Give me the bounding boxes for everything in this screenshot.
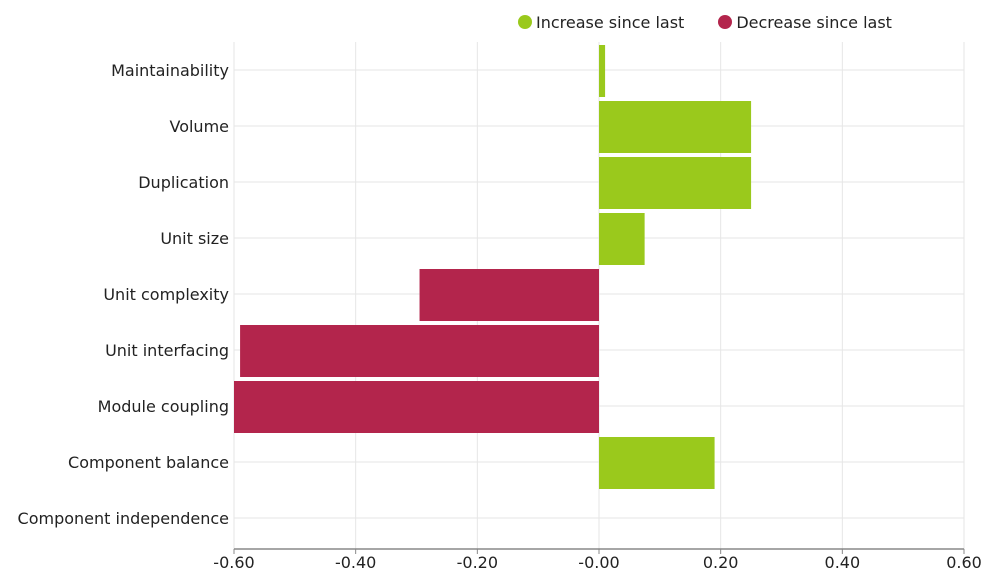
bar-5 <box>240 325 600 377</box>
bar-2 <box>599 157 752 209</box>
y-tick-label-2: Duplication <box>138 173 229 192</box>
y-tick-label-5: Unit interfacing <box>105 341 229 360</box>
legend-item-decrease[interactable]: Decrease since last <box>718 13 892 32</box>
y-tick-label-0: Maintainability <box>111 61 229 80</box>
legend-item-increase[interactable]: Increase since last <box>518 13 684 32</box>
legend-decrease-swatch <box>718 15 733 29</box>
bar-7 <box>599 437 715 489</box>
y-tick-label-4: Unit complexity <box>103 285 229 304</box>
legend-increase-label: Increase since last <box>536 12 685 32</box>
x-tick-label-5: 0.40 <box>825 553 861 571</box>
x-tick-label-6: 0.60 <box>946 553 982 571</box>
x-tick-label-1: -0.40 <box>335 553 376 571</box>
x-tick-label-3: -0.00 <box>578 553 619 571</box>
legend-increase-swatch <box>518 15 532 29</box>
y-tick-label-8: Component independence <box>18 509 229 528</box>
legend: Increase since last Decrease since last <box>518 11 926 33</box>
bar-4 <box>419 269 599 321</box>
x-tick-label-4: 0.20 <box>703 553 739 571</box>
x-tick-label-0: -0.60 <box>213 553 254 571</box>
bar-0 <box>599 45 606 97</box>
bar-1 <box>599 101 752 153</box>
y-tick-label-6: Module coupling <box>98 397 229 416</box>
y-tick-label-3: Unit size <box>160 229 229 248</box>
legend-decrease-label: Decrease since last <box>736 12 892 32</box>
y-tick-label-7: Component balance <box>68 453 229 472</box>
y-tick-label-1: Volume <box>169 117 229 136</box>
x-tick-label-2: -0.20 <box>457 553 498 571</box>
bar-3 <box>599 213 645 265</box>
bar-6 <box>234 381 599 433</box>
